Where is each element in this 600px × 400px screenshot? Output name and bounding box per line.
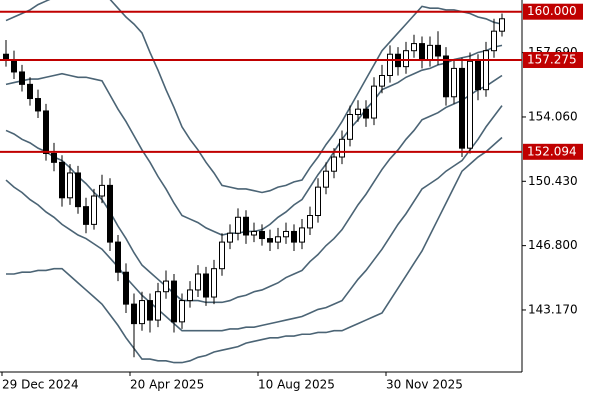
candle-body (91, 195, 97, 225)
candle-body (459, 67, 465, 149)
candle-body (163, 280, 169, 293)
candle-body (283, 230, 289, 238)
candle-body (59, 161, 65, 199)
candle-body (75, 172, 81, 208)
candle-body (35, 98, 41, 112)
level-label-box (523, 51, 583, 68)
plot-area (3, 0, 505, 364)
candle-body (363, 108, 369, 119)
candle-body (339, 138, 345, 158)
candle-body (187, 289, 193, 302)
candle-body (203, 273, 209, 298)
level-label: 160.000 (527, 4, 577, 18)
candle-body (259, 230, 265, 240)
candle-body (43, 110, 49, 154)
y-tick-label: 143.170 (528, 302, 578, 316)
candle-body (51, 152, 57, 163)
candle-body (387, 53, 393, 76)
level-label-box (523, 143, 583, 160)
candle-body (211, 268, 217, 298)
candle-body (67, 172, 73, 199)
candle-body (451, 67, 457, 98)
candle-body (299, 227, 305, 243)
candle-body (411, 43, 417, 52)
candle-body (491, 30, 497, 52)
level-label: 152.094 (527, 144, 577, 158)
candle-body (195, 273, 201, 291)
band-line (5, 105, 503, 332)
candle-body (267, 238, 273, 243)
y-tick-label: 150.430 (528, 174, 578, 188)
x-tick-label: 30 Nov 2025 (386, 378, 463, 392)
candle-body (315, 186, 321, 217)
candle-body (131, 303, 137, 325)
x-tick-label: 29 Dec 2024 (2, 378, 79, 392)
candle-body (107, 184, 113, 243)
y-tick-label: 154.060 (528, 109, 578, 123)
candle-body (3, 53, 9, 61)
candle-body (291, 230, 297, 243)
candle-body (99, 184, 105, 197)
band-line (5, 74, 503, 304)
band-line (6, 136, 503, 364)
candle-body (483, 50, 489, 91)
y-tick-label: 146.800 (528, 238, 578, 252)
candle-body (115, 241, 121, 273)
level-label-box (523, 3, 583, 20)
candle-body (323, 170, 329, 188)
candle-body (155, 291, 161, 321)
candle-body (347, 113, 353, 140)
candle-body (171, 280, 177, 323)
candle-body (307, 215, 313, 229)
candle-body (467, 60, 473, 149)
candle-body (235, 216, 241, 234)
candle-body (19, 71, 25, 85)
x-tick-label: 10 Aug 2025 (258, 378, 335, 392)
candle-body (147, 300, 153, 321)
candle-body (227, 232, 233, 243)
candle-body (27, 83, 33, 100)
candle-body (179, 300, 185, 323)
candle-body (331, 156, 337, 172)
candle-body (403, 50, 409, 68)
x-tick-label: 20 Apr 2025 (130, 378, 204, 392)
candle-body (251, 230, 257, 236)
candle-body (443, 55, 449, 98)
candle-body (499, 18, 505, 32)
candle-body (419, 43, 425, 61)
candle-body (355, 108, 361, 115)
candle-body (475, 60, 481, 91)
candle-body (123, 271, 129, 305)
candle-body (139, 300, 145, 325)
candle-body (379, 74, 385, 87)
candle-body (427, 44, 433, 61)
candle-body (435, 44, 441, 57)
level-label: 157.275 (527, 52, 577, 66)
band-line (5, 0, 503, 194)
candle-body (219, 241, 225, 270)
candle-body (11, 59, 17, 73)
candle-body (83, 206, 89, 225)
candle-body (243, 216, 249, 236)
candle-body (275, 236, 281, 243)
candle-body (371, 85, 377, 119)
